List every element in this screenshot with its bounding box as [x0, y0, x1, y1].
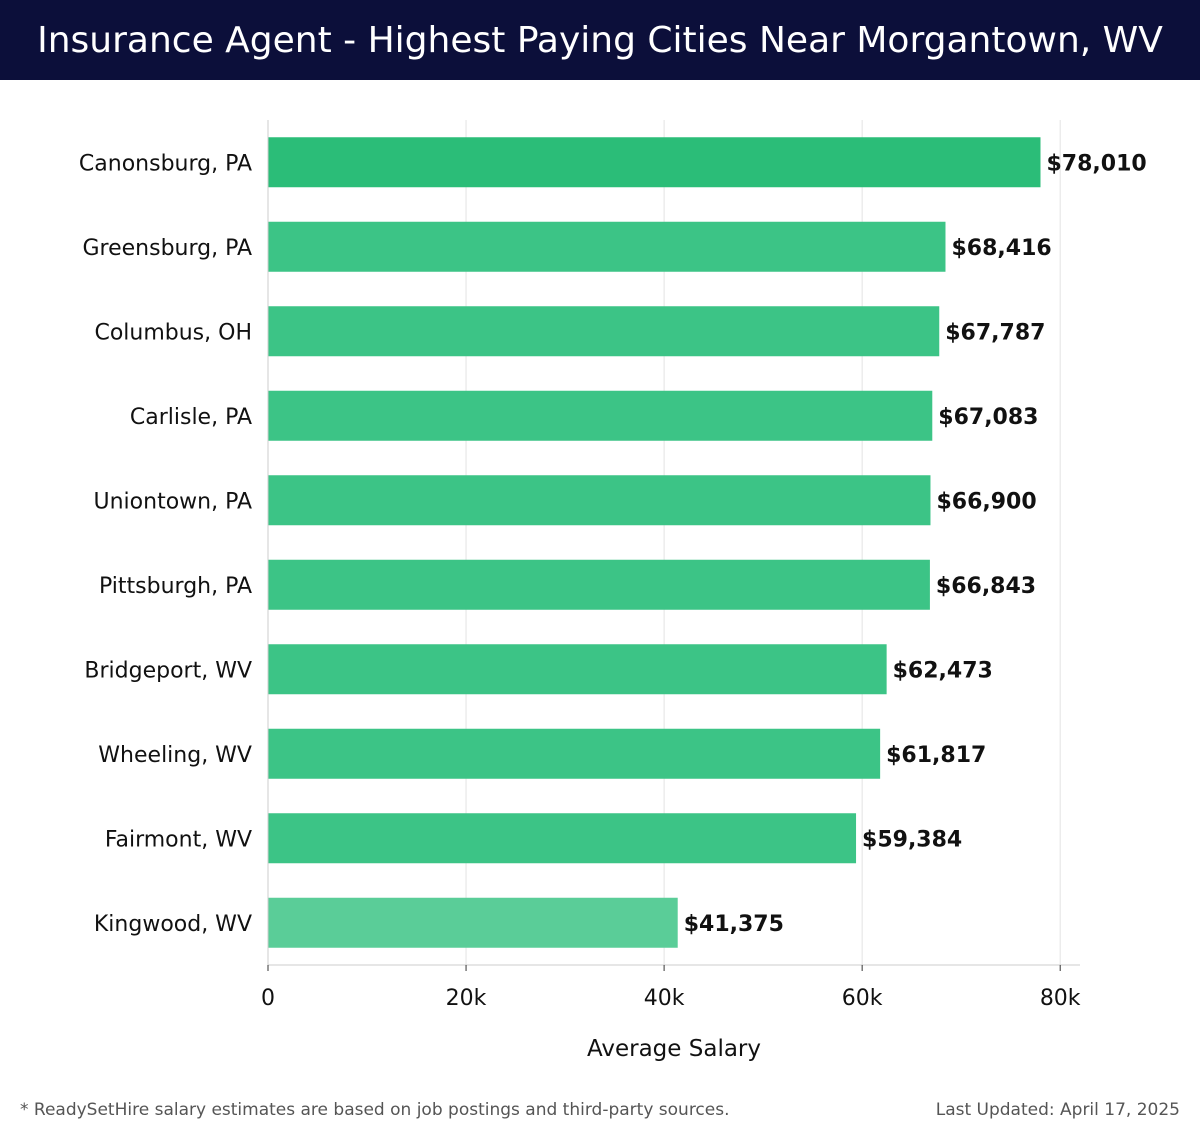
chart-title: Insurance Agent - Highest Paying Cities …: [37, 19, 1163, 61]
x-tick-label: 60k: [842, 986, 883, 1011]
category-label: Pittsburgh, PA: [99, 574, 252, 599]
value-label: $59,384: [862, 827, 962, 852]
category-label: Fairmont, WV: [105, 827, 252, 852]
bar: [268, 897, 678, 948]
x-tick-label: 0: [261, 986, 275, 1011]
footer-updated: Last Updated: April 17, 2025: [935, 1100, 1180, 1120]
bar: [268, 306, 940, 357]
x-axis-title: Average Salary: [587, 1036, 761, 1062]
value-label: $62,473: [893, 658, 993, 683]
bar-layer: [268, 137, 1041, 948]
bar: [268, 644, 887, 695]
category-label: Bridgeport, WV: [84, 658, 252, 683]
bar: [268, 728, 881, 779]
value-label: $68,416: [951, 236, 1051, 261]
value-label: $66,843: [936, 574, 1036, 599]
value-label: $41,375: [684, 912, 784, 937]
x-tick-label: 20k: [446, 986, 487, 1011]
bar: [268, 137, 1041, 188]
category-label: Uniontown, PA: [94, 489, 252, 514]
category-label: Kingwood, WV: [94, 912, 252, 937]
bar: [268, 390, 933, 441]
category-label: Wheeling, WV: [98, 743, 252, 768]
category-label: Columbus, OH: [94, 320, 252, 345]
footer-note: * ReadySetHire salary estimates are base…: [20, 1100, 730, 1120]
axis-layer: 0 20k 40k 60k 80k Average Salary: [261, 120, 1081, 1062]
category-label: Greensburg, PA: [82, 236, 252, 261]
value-label: $66,900: [936, 489, 1036, 514]
title-bar: Insurance Agent - Highest Paying Cities …: [0, 0, 1200, 80]
bar: [268, 813, 857, 864]
bar-chart: Canonsburg, PA $78,010 Greensburg, PA $68,4…: [79, 120, 1147, 1062]
bar: [268, 221, 946, 272]
bar: [268, 475, 931, 526]
value-label: $78,010: [1046, 151, 1146, 176]
x-tick-label: 40k: [644, 986, 685, 1011]
label-layer: Canonsburg, PA $78,010 Greensburg, PA $68,4…: [79, 151, 1147, 937]
value-label: $67,787: [945, 320, 1045, 345]
category-label: Carlisle, PA: [130, 405, 252, 430]
category-label: Canonsburg, PA: [79, 151, 252, 176]
value-label: $61,817: [886, 743, 986, 768]
bar: [268, 559, 930, 610]
value-label: $67,083: [938, 405, 1038, 430]
x-tick-label: 80k: [1040, 986, 1081, 1011]
